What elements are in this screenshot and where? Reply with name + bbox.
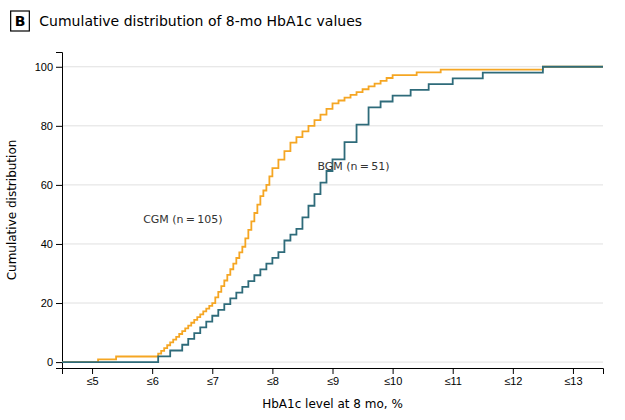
x-tick-label: ≤9: [327, 375, 339, 387]
x-tick-label: ≤12: [504, 375, 522, 387]
x-tick: ≤5: [86, 368, 98, 387]
x-tick-mark: [393, 368, 394, 374]
grid-line: [62, 243, 603, 244]
annotation: BGM (n = 51): [317, 160, 389, 173]
x-tick-label: ≤6: [147, 375, 159, 387]
grid: [62, 67, 603, 362]
y-tick-mark: [56, 126, 62, 127]
x-tick-label: ≤8: [267, 375, 279, 387]
x-tick: ≤10: [384, 368, 402, 387]
x-tick-mark: [453, 368, 454, 374]
panel-label: B: [15, 13, 26, 29]
series-group: [62, 67, 603, 362]
y-tick: 100: [35, 61, 62, 73]
y-tick-label: 40: [41, 238, 53, 250]
panel-label-box: [11, 11, 30, 31]
x-tick-label: ≤5: [86, 375, 98, 387]
x-tick-label: ≤7: [207, 375, 219, 387]
y-tick: 60: [41, 179, 62, 191]
title: Cumulative distribution of 8-mo HbA1c va…: [39, 13, 362, 29]
x-tick-mark: [152, 368, 153, 374]
y-tick-mark: [56, 303, 62, 304]
x-axis: ≤5 ≤6 ≤7 ≤8 ≤9 ≤10 ≤11 ≤12 ≤13: [63, 368, 604, 387]
x-axis-line: [63, 369, 604, 375]
y-tick-label: 80: [41, 120, 53, 132]
plot: ≤5 ≤6 ≤7 ≤8 ≤9 ≤10 ≤11 ≤12 ≤13 0 20 40 60 80 100 CGM (n…: [35, 53, 604, 387]
x-tick: ≤12: [504, 368, 522, 387]
annotation: CGM (n = 105): [143, 213, 222, 226]
y-axis-line: [56, 53, 63, 369]
x-tick-mark: [212, 368, 213, 374]
y-tick-label: 20: [41, 297, 53, 309]
title-group: B Cumulative distribution of 8-mo HbA1c v…: [11, 11, 362, 31]
x-tick-mark: [272, 368, 273, 374]
x-axis-title: HbA1c level at 8 mo, %: [262, 397, 403, 411]
grid-line: [62, 125, 603, 126]
grid-line: [62, 303, 603, 304]
y-tick-label: 100: [35, 61, 53, 73]
y-tick-mark: [56, 67, 62, 68]
y-tick: 20: [41, 297, 62, 309]
y-tick-label: 60: [41, 179, 53, 191]
y-tick: 40: [41, 238, 62, 250]
x-tick-mark: [513, 368, 514, 374]
x-tick: ≤13: [564, 368, 582, 387]
x-tick-label: ≤10: [384, 375, 402, 387]
y-tick-mark: [56, 185, 62, 186]
grid-line: [62, 66, 603, 67]
y-tick: 0: [47, 356, 62, 368]
y-axis-title: Cumulative distribution: [5, 140, 19, 281]
x-tick: ≤9: [327, 368, 339, 387]
step-line: [62, 67, 603, 362]
y-tick-mark: [56, 244, 62, 245]
x-tick: ≤7: [207, 368, 219, 387]
y-tick-label: 0: [47, 356, 53, 368]
grid-line: [62, 184, 603, 185]
y-tick: 80: [41, 120, 62, 132]
y-axis: 0 20 40 60 80 100: [35, 53, 63, 369]
x-tick-label: ≤11: [444, 375, 461, 387]
x-tick-mark: [333, 368, 334, 374]
x-tick-label: ≤13: [564, 375, 582, 387]
step-line: [62, 67, 603, 362]
chart: B Cumulative distribution of 8-mo HbA1c v…: [0, 0, 625, 420]
x-tick: ≤8: [267, 368, 279, 387]
x-tick: ≤11: [444, 368, 461, 387]
x-tick-mark: [92, 368, 93, 374]
x-tick-mark: [573, 368, 574, 374]
x-tick: ≤6: [147, 368, 159, 387]
y-tick-mark: [56, 362, 62, 363]
annotations: CGM (n = 105) BGM (n = 51): [143, 160, 389, 226]
